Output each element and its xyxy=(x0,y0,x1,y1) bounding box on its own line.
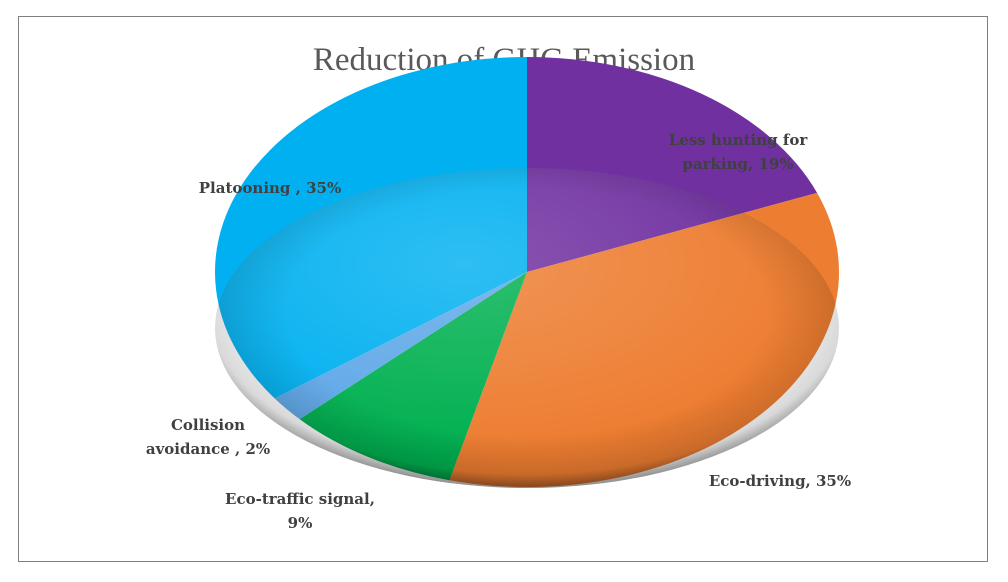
slice-label-collision-avoidance: Collision avoidance , 2% xyxy=(146,416,270,458)
slice-label-line: Eco-driving, 35% xyxy=(709,472,851,490)
pie-shine xyxy=(215,168,839,488)
slice-label-eco-traffic-signal: Eco-traffic signal, 9% xyxy=(225,490,375,532)
slice-label-less-hunting-for-parking: Less hunting for parking, 19% xyxy=(669,131,809,173)
slice-label-line: parking, 19% xyxy=(682,155,793,173)
slice-label-line: Collision xyxy=(171,416,245,434)
slice-label-line: 9% xyxy=(288,514,313,532)
slice-label-line: Eco-traffic signal, xyxy=(225,490,375,508)
slice-label-line: Platooning , 35% xyxy=(199,179,341,197)
slice-label-platooning: Platooning , 35% xyxy=(199,179,341,197)
slice-label-line: Less hunting for xyxy=(669,131,809,149)
slice-label-line: avoidance , 2% xyxy=(146,440,270,458)
slice-label-eco-driving: Eco-driving, 35% xyxy=(709,472,851,490)
